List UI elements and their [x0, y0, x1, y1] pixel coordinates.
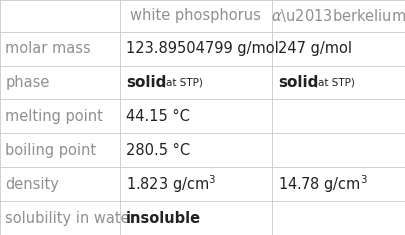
Text: solid: solid	[277, 75, 318, 90]
Text: white phosphorus: white phosphorus	[130, 8, 261, 23]
Text: (at STP): (at STP)	[313, 78, 354, 88]
Text: boiling point: boiling point	[5, 143, 96, 158]
Text: $\mathit{\alpha}$\u2013berkelium: $\mathit{\alpha}$\u2013berkelium	[271, 7, 405, 24]
Text: phase: phase	[5, 75, 49, 90]
Text: molar mass: molar mass	[5, 41, 91, 56]
Text: solid: solid	[126, 75, 166, 90]
Text: 247 g/mol: 247 g/mol	[277, 41, 351, 56]
Text: 44.15 °C: 44.15 °C	[126, 109, 189, 124]
Text: density: density	[5, 177, 59, 192]
Text: 14.78 g/cm$^{3}$: 14.78 g/cm$^{3}$	[277, 173, 367, 195]
Text: insoluble: insoluble	[126, 211, 200, 226]
Text: 1.823 g/cm$^{3}$: 1.823 g/cm$^{3}$	[126, 173, 216, 195]
Text: solubility in water: solubility in water	[5, 211, 136, 226]
Text: 280.5 °C: 280.5 °C	[126, 143, 190, 158]
Text: melting point: melting point	[5, 109, 103, 124]
Text: (at STP): (at STP)	[161, 78, 202, 88]
Text: 123.89504799 g/mol: 123.89504799 g/mol	[126, 41, 278, 56]
